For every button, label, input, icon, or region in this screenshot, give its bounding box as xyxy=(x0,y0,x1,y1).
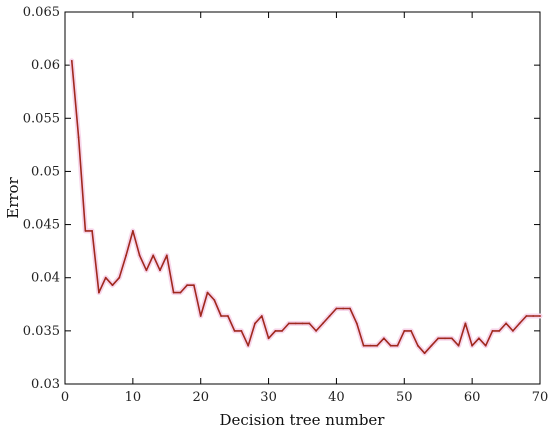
data-point xyxy=(91,230,93,232)
data-point xyxy=(288,322,290,325)
data-point xyxy=(172,291,175,294)
data-point xyxy=(349,307,351,310)
data-point xyxy=(186,284,189,287)
y-tick-label: 0.04 xyxy=(31,271,60,286)
x-tick-label: 30 xyxy=(260,390,277,405)
y-tick-label: 0.03 xyxy=(31,377,60,392)
data-point xyxy=(389,344,392,347)
data-point xyxy=(220,315,223,317)
data-point xyxy=(355,322,358,325)
data-point xyxy=(111,284,114,287)
data-point xyxy=(471,344,473,347)
data-point xyxy=(498,330,501,332)
data-point xyxy=(132,230,134,232)
error-series-line xyxy=(71,60,541,355)
data-point xyxy=(165,254,168,257)
y-tick-label: 0.065 xyxy=(23,5,60,20)
data-point xyxy=(539,315,541,317)
data-point xyxy=(322,322,324,325)
data-point xyxy=(152,254,155,257)
data-point xyxy=(301,322,304,325)
data-point xyxy=(193,284,195,287)
data-point xyxy=(179,291,182,294)
data-point xyxy=(274,330,277,332)
x-axis-title: Decision tree number xyxy=(220,411,386,429)
data-point xyxy=(294,322,297,325)
data-point xyxy=(437,337,440,340)
data-point xyxy=(342,307,345,310)
data-point xyxy=(369,344,372,347)
data-point xyxy=(247,344,250,347)
data-point xyxy=(308,322,311,325)
data-point xyxy=(206,291,209,294)
data-point xyxy=(464,322,467,325)
x-tick-label: 50 xyxy=(396,390,413,405)
data-point xyxy=(159,269,161,272)
data-point xyxy=(104,276,107,279)
x-tick-label: 70 xyxy=(532,390,549,405)
data-point xyxy=(254,322,256,325)
data-point xyxy=(145,269,148,272)
data-point xyxy=(450,337,453,340)
data-point xyxy=(484,344,487,347)
data-point xyxy=(505,322,507,325)
data-point xyxy=(138,254,141,257)
data-point xyxy=(213,299,216,301)
data-point xyxy=(233,330,236,332)
data-point xyxy=(227,315,229,317)
data-point xyxy=(478,337,480,340)
data-point xyxy=(417,344,419,347)
data-point xyxy=(84,230,87,232)
data-point xyxy=(281,330,283,332)
data-point xyxy=(125,254,127,257)
data-point xyxy=(491,330,494,332)
data-point xyxy=(430,344,433,347)
x-tick-label: 0 xyxy=(61,390,69,405)
x-tick-label: 60 xyxy=(464,390,481,405)
data-point xyxy=(199,315,202,317)
data-point xyxy=(118,276,121,279)
data-point xyxy=(457,344,460,347)
data-point xyxy=(362,344,365,347)
x-tick-label: 10 xyxy=(125,390,142,405)
data-point xyxy=(77,136,80,139)
y-tick-label: 0.045 xyxy=(23,218,60,233)
data-point xyxy=(240,330,243,332)
y-tick-label: 0.055 xyxy=(23,111,60,126)
data-point xyxy=(423,352,426,355)
data-point xyxy=(260,315,263,317)
data-point xyxy=(376,344,378,347)
y-tick-label: 0.06 xyxy=(31,58,60,73)
data-point xyxy=(518,322,521,325)
data-point xyxy=(396,344,399,347)
x-tick-label: 20 xyxy=(192,390,209,405)
data-point xyxy=(403,330,406,332)
data-point xyxy=(444,337,446,340)
series-layer xyxy=(69,58,543,356)
y-tick-label: 0.035 xyxy=(23,324,60,339)
x-tick-label: 40 xyxy=(328,390,345,405)
data-point xyxy=(335,307,338,310)
y-axis-ticks: 0.03 0.035 0.04 0.045 0.05 0.055 0.06 0.065 xyxy=(23,5,540,392)
data-point xyxy=(98,291,100,294)
data-point xyxy=(410,330,412,332)
y-tick-label: 0.05 xyxy=(31,164,60,179)
y-axis-title: Error xyxy=(4,176,22,218)
x-axis-ticks: 0 10 20 30 40 50 60 70 xyxy=(61,12,548,405)
data-point xyxy=(512,330,514,332)
data-point xyxy=(70,60,73,62)
data-point xyxy=(328,315,331,317)
data-point xyxy=(315,330,317,332)
data-point xyxy=(525,315,528,317)
data-point xyxy=(532,315,535,317)
data-point xyxy=(267,337,270,340)
data-point xyxy=(383,337,385,340)
